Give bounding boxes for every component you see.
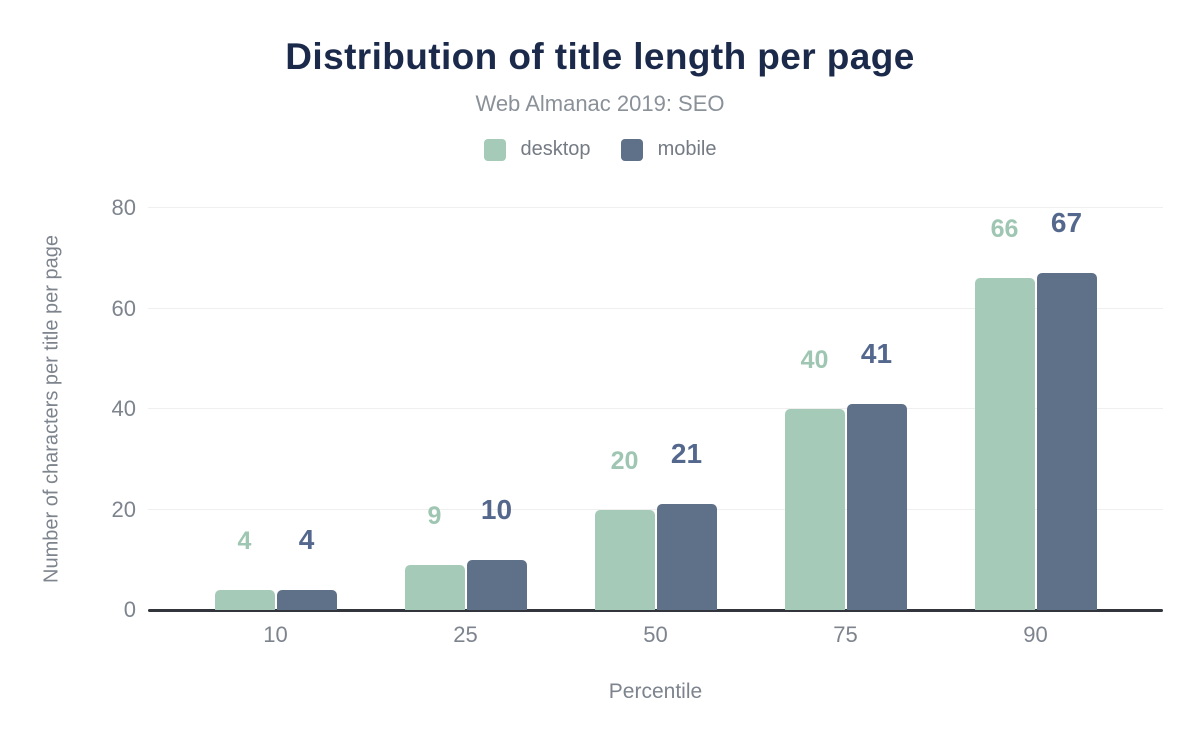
- y-tick-label-0: 0: [123, 597, 136, 622]
- gridline-y-40: [148, 408, 1163, 409]
- bar-value-label-mobile-25: 10: [480, 493, 513, 525]
- y-axis: 0 20 40 60 80: [0, 195, 136, 622]
- bar-desktop-10: [214, 589, 275, 610]
- gridline-y-20: [148, 508, 1163, 510]
- bar-desktop-90: [974, 278, 1035, 610]
- bar-value-label-mobile-75: 41: [860, 337, 893, 369]
- legend-label-mobile: mobile: [657, 138, 717, 160]
- legend: desktop mobile: [0, 138, 1200, 161]
- x-tick-label-10: 10: [263, 622, 288, 647]
- bar-value-label-desktop-50: 20: [610, 446, 639, 475]
- y-tick-label-60: 60: [111, 295, 136, 321]
- bar-mobile-25: [466, 559, 527, 610]
- legend-item-mobile: mobile: [620, 138, 717, 161]
- legend-item-desktop: desktop: [483, 138, 591, 161]
- x-axis-baseline: [148, 609, 1163, 612]
- bar-value-label-mobile-50: 21: [670, 438, 703, 470]
- bar-value-label-desktop-90: 66: [990, 215, 1019, 244]
- bar-desktop-50: [594, 509, 655, 610]
- chart-subtitle: Web Almanac 2019: SEO: [475, 91, 725, 116]
- bar-desktop-75: [784, 409, 845, 610]
- gridline-y-80: [148, 207, 1163, 208]
- legend-swatch-mobile: [620, 138, 643, 161]
- bar-value-label-desktop-75: 40: [800, 346, 829, 374]
- bar-value-label-mobile-90: 67: [1050, 207, 1083, 239]
- x-axis-title: Percentile: [608, 680, 703, 703]
- legend-label-desktop: desktop: [520, 138, 591, 160]
- legend-swatch-desktop: [483, 138, 506, 161]
- bar-value-label-desktop-25: 9: [427, 501, 442, 530]
- y-tick-label-20: 20: [111, 496, 136, 522]
- bar-mobile-10: [276, 589, 337, 610]
- x-tick-label-50: 50: [643, 622, 668, 647]
- y-tick-label-80: 80: [111, 195, 136, 220]
- y-tick-label-40: 40: [111, 396, 136, 421]
- bar-value-label-mobile-10: 4: [298, 523, 315, 555]
- x-tick-label-25: 25: [453, 622, 478, 647]
- plot-area: 4 4 10 9 10 25 20 21 50 40 41 75 66 67 90: [148, 207, 1163, 647]
- gridline-y-60: [148, 307, 1163, 309]
- chart-title: Distribution of title length per page: [285, 36, 915, 77]
- bar-mobile-75: [846, 403, 907, 610]
- bar-mobile-90: [1036, 273, 1097, 610]
- x-tick-label-90: 90: [1023, 622, 1048, 647]
- bar-desktop-25: [404, 564, 465, 610]
- bar-value-label-desktop-10: 4: [237, 526, 252, 555]
- bar-mobile-50: [656, 504, 717, 610]
- x-tick-label-75: 75: [833, 622, 858, 647]
